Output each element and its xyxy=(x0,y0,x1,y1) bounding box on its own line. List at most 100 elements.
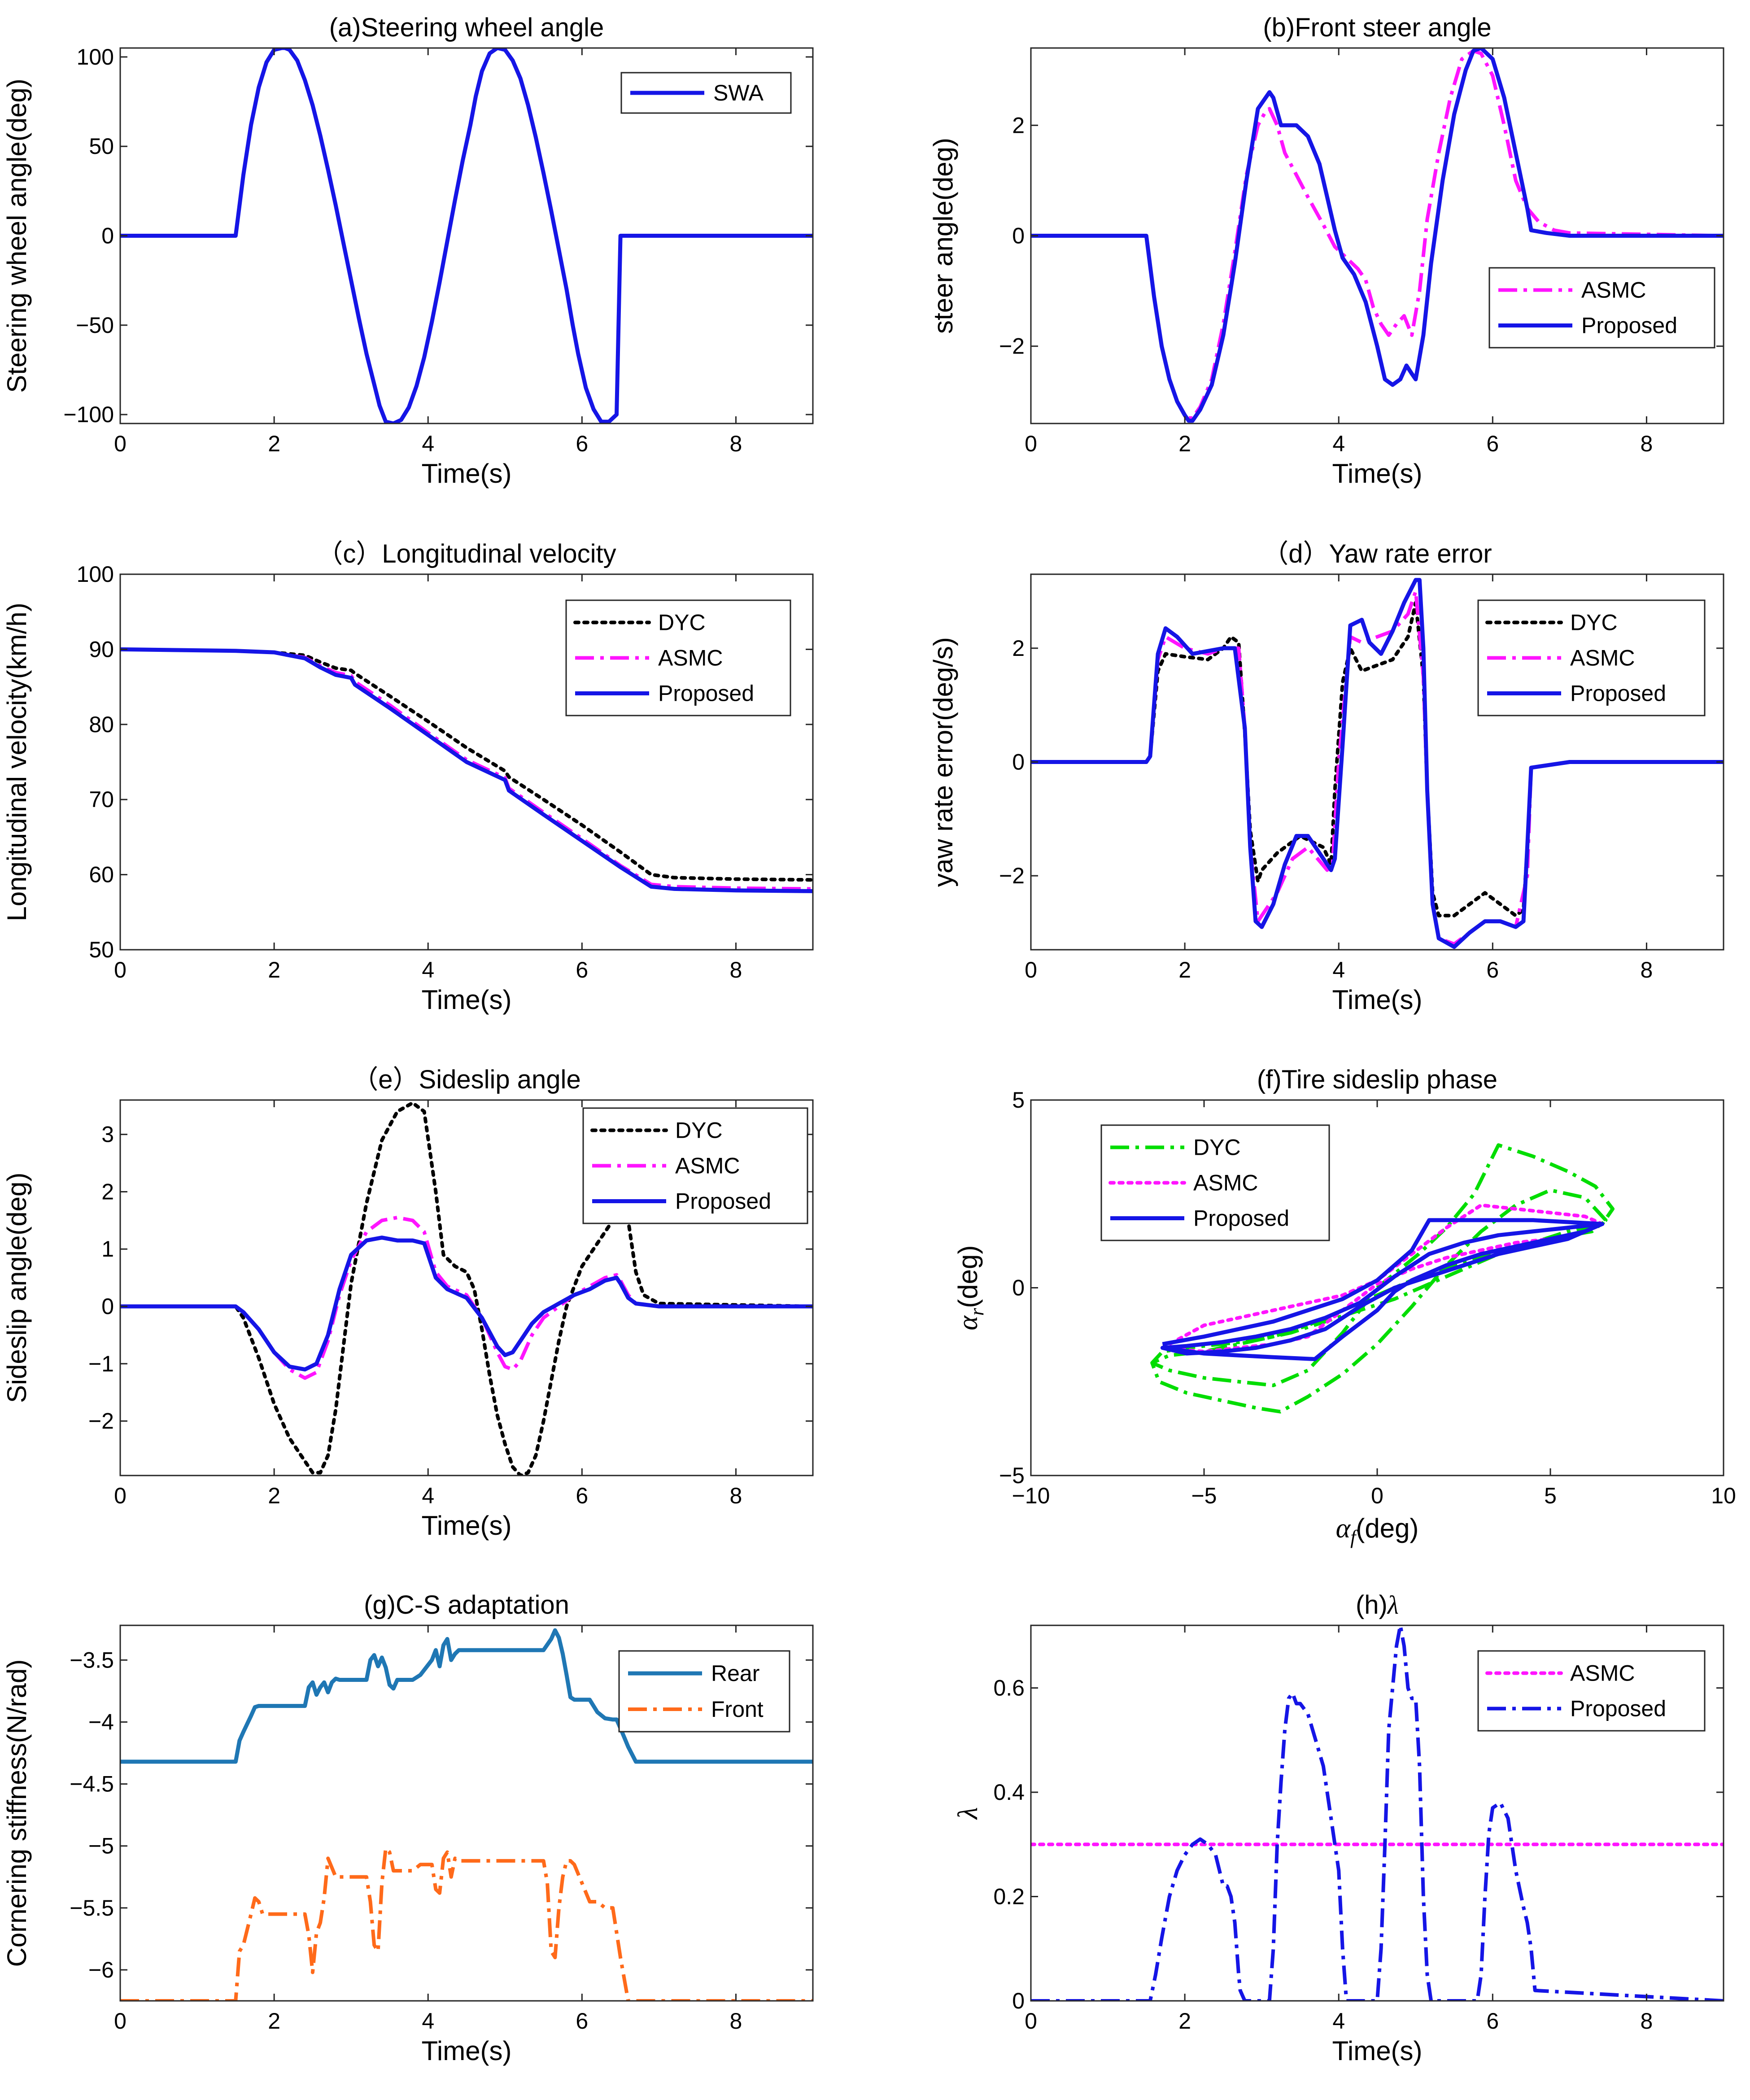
y-tick-label: 0 xyxy=(1012,1275,1025,1301)
y-tick-label: 90 xyxy=(89,637,114,662)
chart-h-xlabel: Time(s) xyxy=(1332,2036,1422,2066)
legend-label-proposed: Proposed xyxy=(1193,1206,1289,1231)
x-tick-label: 8 xyxy=(730,431,742,456)
chart-b-series-asmc xyxy=(1031,49,1724,420)
chart-f-title: (f)Tire sideslip phase xyxy=(1257,1065,1497,1094)
x-tick-label: 2 xyxy=(1178,2008,1191,2034)
chart-d-xlabel: Time(s) xyxy=(1332,985,1422,1015)
legend-label-asmc: ASMC xyxy=(1570,1661,1635,1686)
y-tick-label: 0 xyxy=(101,223,114,249)
y-tick-label: 5 xyxy=(1012,1087,1025,1113)
x-tick-label: 4 xyxy=(1332,2008,1345,2034)
y-tick-label: 0.2 xyxy=(993,1884,1025,1909)
chart-g-xlabel: Time(s) xyxy=(421,2036,511,2066)
chart-a-series-swa xyxy=(120,48,813,423)
y-tick-label: 70 xyxy=(89,787,114,812)
legend-box xyxy=(1477,1650,1706,1732)
y-tick-label: 2 xyxy=(101,1179,114,1204)
x-tick-label: 0 xyxy=(1371,1483,1383,1508)
y-tick-label: −6 xyxy=(88,1957,114,1982)
chart-g: (g)C-S adaptation 0 2 4 6 8 −6 −5.5 −5 −4.5 −4 −3.5… xyxy=(2,1590,814,2066)
x-tick-label: 4 xyxy=(422,431,434,456)
legend-box xyxy=(1488,267,1715,349)
x-tick-label: 2 xyxy=(268,1483,280,1508)
legend-label-proposed: Proposed xyxy=(675,1189,771,1214)
x-tick-label: 2 xyxy=(1178,957,1191,982)
chart-e: （e）Sideslip angle 0 2 4 6 8 −2 −1 0 1 2 3 Time(s) Sid… xyxy=(2,1065,814,1541)
legend-label-dyc: DYC xyxy=(658,610,706,635)
y-tick-label: 50 xyxy=(89,134,114,159)
legend-box xyxy=(618,1650,790,1733)
y-tick-label: 1 xyxy=(101,1236,114,1262)
chart-e-title: （e）Sideslip angle xyxy=(352,1065,580,1094)
y-tick-label: −5.5 xyxy=(70,1895,114,1921)
x-tick-label: 4 xyxy=(422,2008,434,2034)
chart-f-ylabel: αr(deg) xyxy=(953,1245,988,1331)
chart-e-series-dyc xyxy=(120,1101,813,1476)
y-tick-label: −5 xyxy=(88,1834,114,1859)
y-tick-label: 0.6 xyxy=(993,1676,1025,1701)
legend-label-dyc: DYC xyxy=(1570,610,1618,635)
chart-h-axes-frame xyxy=(1030,1624,1724,2002)
y-tick-label: 0 xyxy=(101,1294,114,1319)
legend-label-swa: SWA xyxy=(713,80,764,105)
chart-c-legend: DYC ASMC Proposed xyxy=(565,599,791,716)
chart-b-ylabel: steer angle(deg) xyxy=(928,138,958,334)
chart-h-series-proposed xyxy=(1031,1625,1724,2001)
chart-e-legend: DYC ASMC Proposed xyxy=(582,1107,808,1224)
y-tick-label: −2 xyxy=(999,334,1025,359)
x-tick-label: −10 xyxy=(1012,1483,1050,1508)
x-tick-label: 0 xyxy=(1025,2008,1037,2034)
x-tick-label: 0 xyxy=(114,431,127,456)
legend-label-asmc: ASMC xyxy=(1193,1170,1258,1196)
y-tick-label: −100 xyxy=(63,402,114,427)
legend-label-proposed: Proposed xyxy=(1570,681,1666,706)
legend-box xyxy=(1477,599,1706,716)
legend-label-rear: Rear xyxy=(711,1661,759,1686)
x-tick-label: −5 xyxy=(1191,1483,1217,1508)
x-tick-label: 2 xyxy=(268,957,280,982)
chart-a-legend: SWA xyxy=(620,72,792,114)
chart-g-legend: Rear Front xyxy=(618,1650,790,1733)
x-tick-label: 0 xyxy=(114,957,127,982)
chart-f-xlabel: αf(deg) xyxy=(1336,1513,1419,1548)
chart-a-ylabel: Steering wheel angle(deg) xyxy=(2,79,32,393)
chart-e-axes-frame xyxy=(119,1099,814,1476)
y-tick-label: −4.5 xyxy=(70,1772,114,1797)
chart-g-ylabel: Cornering stiffness(N/rad) xyxy=(2,1659,32,1967)
chart-e-xlabel: Time(s) xyxy=(421,1511,511,1541)
y-tick-label: −50 xyxy=(76,313,114,338)
x-tick-label: 8 xyxy=(1641,431,1653,456)
chart-c-ylabel: Longitudinal velocity(km/h) xyxy=(2,602,32,921)
x-tick-label: 0 xyxy=(114,1483,127,1508)
chart-a: (a)Steering wheel angle 0 2 4 6 8 −100 −50 0 50 10… xyxy=(2,13,814,489)
y-tick-label: −3.5 xyxy=(70,1647,114,1672)
x-tick-label: 8 xyxy=(730,1483,742,1508)
chart-d: （d）Yaw rate error 0 2 4 6 8 −2 0 2 Time(s) yaw rat… xyxy=(928,539,1724,1015)
chart-g-series-front xyxy=(120,1847,813,2001)
x-tick-label: 5 xyxy=(1544,1483,1557,1508)
chart-d-title: （d）Yaw rate error xyxy=(1262,539,1492,568)
y-tick-label: 0 xyxy=(1012,750,1025,775)
x-tick-label: 8 xyxy=(1641,957,1653,982)
chart-e-series-proposed xyxy=(120,1236,813,1372)
x-tick-label: 0 xyxy=(1025,431,1037,456)
chart-f-series-dyc xyxy=(1150,1143,1615,1414)
chart-e-ylabel: Sideslip angle(deg) xyxy=(2,1173,32,1403)
y-tick-label: −4 xyxy=(88,1709,114,1734)
y-tick-label: 60 xyxy=(89,862,114,887)
legend-label-asmc: ASMC xyxy=(658,646,723,671)
x-tick-label: 10 xyxy=(1711,1483,1736,1508)
y-tick-label: 0 xyxy=(1012,1988,1025,2013)
x-tick-label: 8 xyxy=(730,957,742,982)
legend-label-proposed: Proposed xyxy=(1581,313,1677,338)
chart-b-legend: ASMC Proposed xyxy=(1488,267,1715,349)
x-tick-label: 0 xyxy=(1025,957,1037,982)
x-tick-label: 6 xyxy=(576,431,588,456)
chart-d-ylabel: yaw rate error(deg/s) xyxy=(928,637,958,887)
x-tick-label: 6 xyxy=(576,2008,588,2034)
chart-c-title: （c）Longitudinal velocity xyxy=(317,539,616,568)
chart-h-title: (h)λ xyxy=(1356,1590,1399,1620)
x-tick-label: 4 xyxy=(422,957,434,982)
